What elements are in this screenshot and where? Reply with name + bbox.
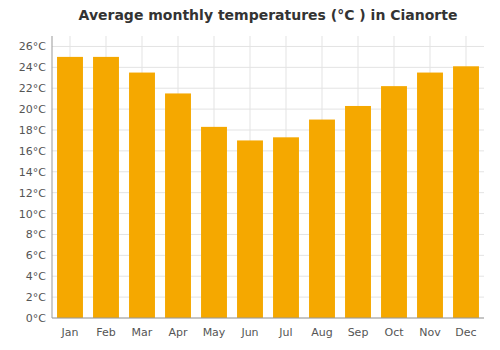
- tick-label: Jan: [61, 326, 79, 339]
- bar: [273, 137, 299, 318]
- bar: [57, 57, 83, 318]
- tick-label: Feb: [96, 326, 115, 339]
- tick-label: Nov: [419, 326, 441, 339]
- tick-label: Jul: [278, 326, 292, 339]
- tick-label: 14°C: [19, 166, 46, 179]
- tick-label: Oct: [384, 326, 404, 339]
- bar: [165, 93, 191, 318]
- bar: [453, 66, 479, 318]
- tick-label: May: [203, 326, 226, 339]
- tick-label: 6°C: [26, 249, 46, 262]
- title: Average monthly temperatures (°C ) in Ci…: [79, 7, 458, 23]
- tick-label: 20°C: [19, 103, 46, 116]
- grid: [52, 36, 484, 318]
- bar: [417, 73, 443, 318]
- tick-label: 24°C: [19, 61, 46, 74]
- tick-label: 26°C: [19, 40, 46, 53]
- bar: [237, 140, 263, 318]
- bars: [57, 57, 479, 318]
- tick-label: 10°C: [19, 208, 46, 221]
- tick-label: Apr: [168, 326, 188, 339]
- tick-label: Dec: [455, 326, 476, 339]
- tick-label: 2°C: [26, 291, 46, 304]
- x-axis: [52, 318, 484, 319]
- bar: [381, 86, 407, 318]
- tick-label: 12°C: [19, 187, 46, 200]
- tick-label: Sep: [348, 326, 369, 339]
- tick-label: Mar: [132, 326, 153, 339]
- tick-label: Jun: [240, 326, 258, 339]
- bar: [201, 127, 227, 318]
- tick-label: 16°C: [19, 145, 46, 158]
- bar: [309, 120, 335, 318]
- bar: [129, 73, 155, 318]
- tick-label: 8°C: [26, 228, 46, 241]
- y-axis: [52, 36, 53, 318]
- tick-label: 18°C: [19, 124, 46, 137]
- bar: [93, 57, 119, 318]
- grid-line: [52, 46, 484, 47]
- chart: Average monthly temperatures (°C ) in Ci…: [0, 0, 500, 350]
- tick-label: 22°C: [19, 82, 46, 95]
- tick-label: 4°C: [26, 270, 46, 283]
- tick-label: 0°C: [26, 312, 46, 325]
- bar: [345, 106, 371, 318]
- grid-line: [52, 318, 484, 319]
- tick-label: Aug: [311, 326, 332, 339]
